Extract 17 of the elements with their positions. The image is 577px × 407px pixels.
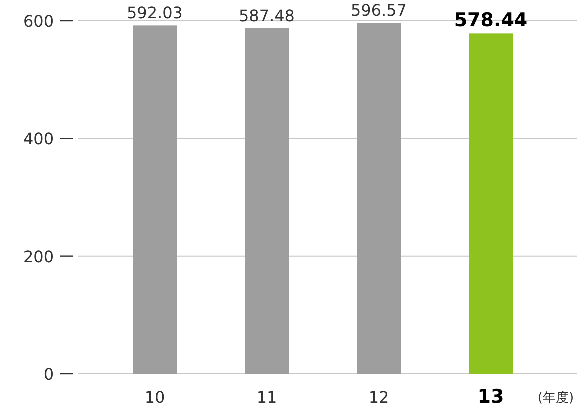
- data-label: 578.44: [454, 10, 528, 32]
- data-label: 587.48: [239, 6, 295, 26]
- data-label: 596.57: [351, 1, 407, 20]
- x-tick-label: 11: [256, 388, 278, 407]
- y-tick-label: 400: [23, 130, 54, 149]
- bar: [245, 28, 289, 374]
- y-tick-label: 200: [23, 247, 54, 266]
- y-tick-label: 0: [44, 365, 54, 384]
- x-tick-label: 12: [368, 388, 390, 407]
- bar: [357, 23, 401, 374]
- bar: [133, 26, 177, 374]
- x-tick-label: 10: [144, 388, 166, 407]
- x-axis-title: (年度): [538, 390, 574, 406]
- y-tick-label: 600: [23, 12, 54, 31]
- data-label: 592.03: [127, 4, 183, 23]
- bar: [469, 34, 513, 374]
- x-tick-label: 13: [478, 386, 504, 407]
